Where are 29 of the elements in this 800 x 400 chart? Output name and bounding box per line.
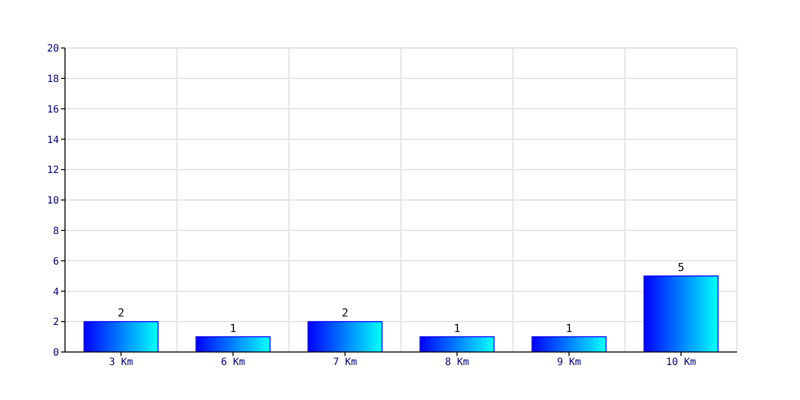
bar — [420, 336, 495, 352]
y-tick-label: 18 — [46, 74, 59, 85]
x-tick-label: 6 Km — [220, 357, 246, 368]
data-label: 2 — [118, 306, 124, 320]
bar — [532, 336, 607, 352]
x-tick-label: 8 Km — [444, 357, 470, 368]
x-tick-label: 7 Km — [332, 357, 358, 368]
data-label: 5 — [678, 261, 684, 274]
y-tick-label: 20 — [46, 44, 59, 55]
y-tick-label: 10 — [46, 196, 59, 207]
bar — [644, 276, 719, 352]
x-tick-label: 9 Km — [556, 357, 582, 368]
y-tick-label: 12 — [46, 165, 59, 176]
y-tick-label: 8 — [52, 226, 59, 237]
y-tick-label: 6 — [52, 256, 59, 268]
y-tick-label: 4 — [52, 286, 59, 298]
data-label: 1 — [230, 322, 236, 335]
y-tick-label: 16 — [46, 104, 59, 116]
data-label: 1 — [566, 322, 572, 335]
y-tick-label: 0 — [52, 348, 59, 359]
y-tick-label: 2 — [52, 317, 59, 328]
x-tick-label: 3 Km — [108, 357, 134, 368]
y-tick-label: 14 — [46, 134, 59, 146]
bar — [308, 321, 383, 352]
bar — [84, 321, 159, 352]
bar — [196, 336, 271, 352]
x-tick-label: 10 Km — [666, 357, 696, 368]
data-label: 2 — [342, 306, 348, 320]
data-label: 1 — [454, 322, 460, 335]
